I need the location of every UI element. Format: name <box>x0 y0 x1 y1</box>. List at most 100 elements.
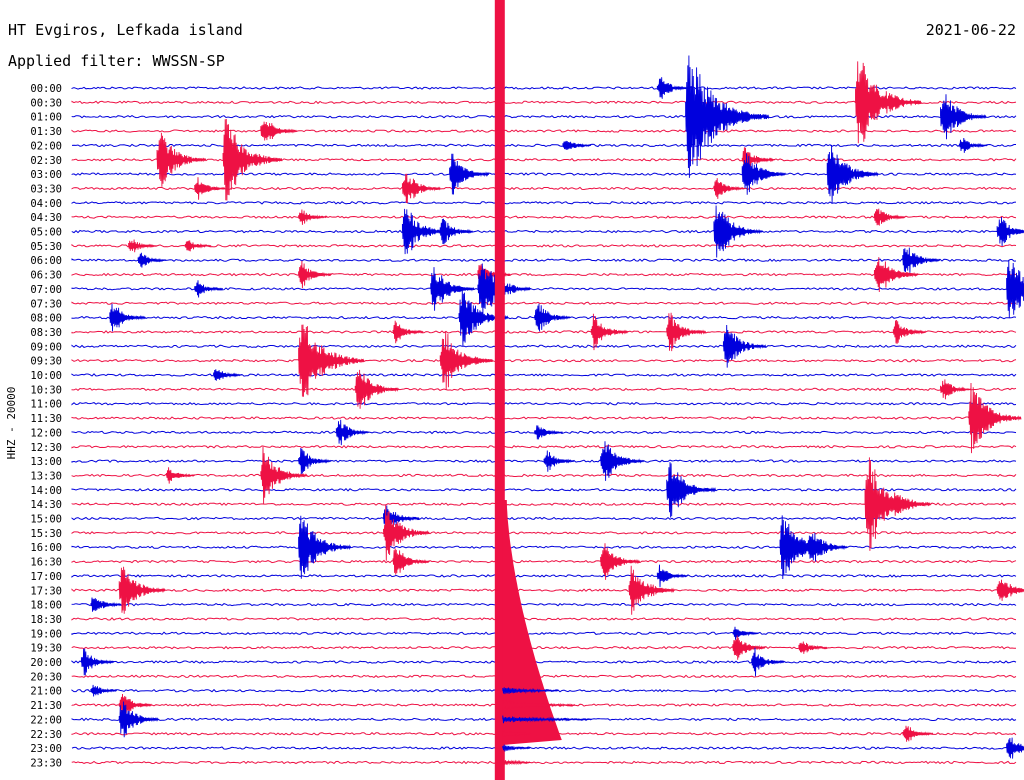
time-tick-label: 11:30 <box>30 413 62 425</box>
time-tick-label: 00:30 <box>30 97 62 109</box>
time-tick-label: 04:00 <box>30 198 62 210</box>
event-waveform <box>383 504 430 561</box>
trace-row <box>71 473 1017 478</box>
time-tick-label: 13:30 <box>30 470 62 482</box>
time-tick-label: 21:30 <box>30 700 62 712</box>
time-tick-label: 04:30 <box>30 212 62 224</box>
time-tick-label: 02:30 <box>30 155 62 167</box>
event-waveform <box>90 597 122 612</box>
event-waveform <box>534 303 571 332</box>
trace-row <box>71 760 1017 765</box>
time-tick-label: 21:00 <box>30 686 62 698</box>
time-tick-label: 12:30 <box>30 442 62 454</box>
event-waveform <box>335 419 370 446</box>
trace-row <box>71 158 1017 162</box>
event-waveform <box>713 178 745 199</box>
trace-row <box>71 531 1017 535</box>
event-waveform <box>449 153 490 195</box>
event-waveform <box>109 303 146 332</box>
event-waveform <box>1006 259 1024 318</box>
event-waveform <box>685 55 770 178</box>
event-waveform <box>656 564 688 588</box>
time-tick-label: 22:30 <box>30 729 62 741</box>
trace-row <box>71 129 1017 133</box>
trace-row <box>71 746 1016 750</box>
time-tick-label: 19:00 <box>30 628 62 640</box>
time-tick-label: 07:30 <box>30 298 62 310</box>
time-tick-label: 08:30 <box>30 327 62 339</box>
trace-row <box>71 401 1017 406</box>
event-waveform <box>902 247 941 273</box>
trace-row <box>71 645 1017 650</box>
time-tick-label: 17:30 <box>30 585 62 597</box>
trace-row <box>71 516 1017 521</box>
main-quake-saturation <box>494 0 505 780</box>
event-waveform <box>137 252 167 268</box>
event-waveform <box>401 173 441 204</box>
time-tick-label: 10:00 <box>30 370 62 382</box>
time-tick-label: 09:30 <box>30 356 62 368</box>
time-tick-label: 08:00 <box>30 313 62 325</box>
trace-row <box>71 559 1017 564</box>
trace-row <box>71 243 1017 248</box>
trace-row <box>71 588 1017 592</box>
event-waveform <box>741 153 787 195</box>
coda-waveform <box>502 687 559 695</box>
seismic-events <box>80 55 1024 759</box>
time-tick-label: 19:30 <box>30 643 62 655</box>
time-tick-label: 03:00 <box>30 169 62 181</box>
time-tick-label: 18:00 <box>30 600 62 612</box>
event-waveform <box>184 240 212 252</box>
trace-row <box>71 631 1017 636</box>
trace-row <box>71 215 1017 219</box>
trace-row <box>71 387 1017 392</box>
event-waveform <box>732 626 759 640</box>
event-waveform <box>128 239 157 253</box>
coda-waveform <box>502 715 593 724</box>
time-tick-label: 10:30 <box>30 384 62 396</box>
time-tick-label: 15:30 <box>30 528 62 540</box>
trace-row <box>71 301 1017 305</box>
main-quake-coda <box>502 500 562 745</box>
trace-row <box>71 574 1017 578</box>
event-waveform <box>298 515 352 579</box>
event-waveform <box>118 701 159 738</box>
main-earthquake-trace <box>494 0 593 780</box>
time-tick-label: 05:00 <box>30 227 62 239</box>
time-tick-labels: 00:00 00:30 01:00 01:30 02:00 02:30 03:00 03:30… <box>30 83 62 769</box>
time-tick-label: 00:00 <box>30 83 62 95</box>
time-tick-label: 01:00 <box>30 112 62 124</box>
event-waveform <box>80 648 115 676</box>
event-waveform <box>213 369 242 381</box>
event-waveform <box>996 216 1024 247</box>
trace-row <box>71 287 1017 291</box>
event-waveform <box>996 579 1024 601</box>
event-waveform <box>439 331 493 390</box>
event-waveform <box>656 77 689 99</box>
event-waveform <box>354 369 400 409</box>
event-waveform <box>118 566 166 614</box>
event-waveform <box>873 208 905 226</box>
event-waveform <box>1006 737 1024 759</box>
time-tick-label: 23:00 <box>30 743 62 755</box>
time-tick-label: 14:00 <box>30 485 62 497</box>
event-waveform <box>807 532 848 562</box>
time-tick-label: 06:30 <box>30 270 62 282</box>
event-waveform <box>713 205 764 258</box>
time-tick-label: 05:30 <box>30 241 62 253</box>
event-waveform <box>798 641 828 654</box>
event-waveform <box>194 177 226 200</box>
trace-row <box>71 602 1017 607</box>
time-tick-label: 02:00 <box>30 140 62 152</box>
event-waveform <box>90 684 118 697</box>
trace-row <box>71 344 1017 349</box>
time-tick-label: 12:00 <box>30 427 62 439</box>
event-waveform <box>260 446 307 505</box>
event-waveform <box>600 543 641 580</box>
filter-label: Applied filter: WWSSN-SP <box>8 52 225 70</box>
time-tick-label: 17:00 <box>30 571 62 583</box>
trace-row <box>71 545 1017 549</box>
time-tick-label: 16:30 <box>30 557 62 569</box>
trace-row <box>71 330 1017 334</box>
